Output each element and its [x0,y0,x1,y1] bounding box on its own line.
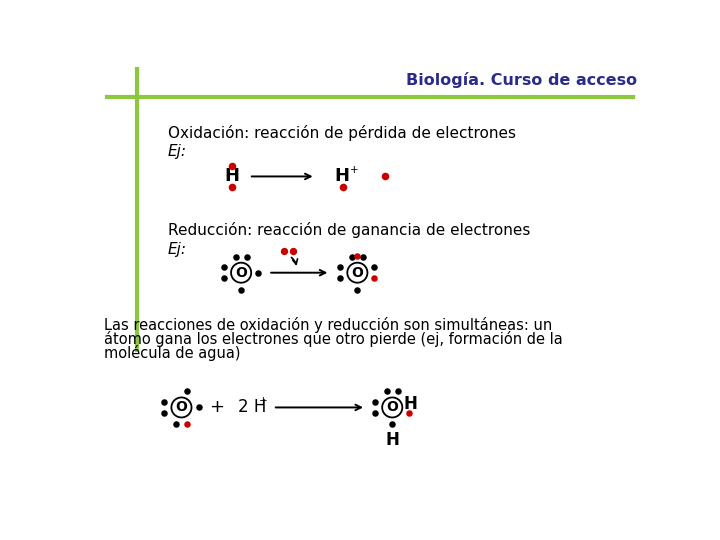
Point [335,263,346,272]
Point [240,252,252,261]
Text: Oxidación: reacción de pérdida de electrones: Oxidación: reacción de pérdida de electr… [168,125,516,140]
Point [193,403,204,412]
Point [170,420,181,429]
Text: Las reacciones de oxidación y reducción son simultáneas: un: Las reacciones de oxidación y reducción … [104,317,552,333]
Point [287,247,299,255]
Text: O: O [235,266,247,280]
Text: H: H [404,395,418,414]
Point [226,161,238,170]
Point [381,387,392,396]
Text: Reducción: reacción de ganancia de electrones: Reducción: reacción de ganancia de elect… [168,222,530,238]
Point [158,409,170,417]
Text: Biología. Curso de acceso: Biología. Curso de acceso [406,72,637,88]
Circle shape [171,397,192,417]
Point [369,398,381,407]
Point [357,252,369,261]
Text: +: + [259,396,268,406]
Point [181,420,193,429]
Point [369,274,380,282]
Point [218,263,230,272]
Point [351,252,363,260]
Point [387,420,398,429]
Point [235,285,247,294]
Text: 2 H: 2 H [238,399,266,416]
Point [346,252,358,261]
Point [230,252,241,261]
Point [369,409,381,417]
Point [335,274,346,282]
Point [226,183,238,192]
Text: H: H [385,430,399,449]
Point [218,274,230,282]
Point [278,247,289,255]
Text: O: O [387,401,398,415]
Text: O: O [351,266,364,280]
Point [338,183,349,192]
Text: +: + [350,165,359,174]
Text: +: + [209,399,224,416]
Text: molécula de agua): molécula de agua) [104,345,240,361]
Text: átomo gana los electrones que otro pierde (ej, formación de la: átomo gana los electrones que otro pierd… [104,331,563,347]
Point [369,263,380,272]
Text: Ej:: Ej: [168,242,186,257]
Text: H: H [225,167,239,185]
Text: O: O [176,401,187,415]
Point [181,386,193,395]
Point [379,172,390,181]
Circle shape [382,397,402,417]
Point [351,285,363,294]
Circle shape [231,262,251,283]
Point [392,387,403,396]
Point [158,398,170,407]
Text: Ej:: Ej: [168,144,186,159]
Point [253,268,264,277]
Circle shape [347,262,367,283]
Point [403,409,415,417]
Text: H: H [334,167,349,185]
